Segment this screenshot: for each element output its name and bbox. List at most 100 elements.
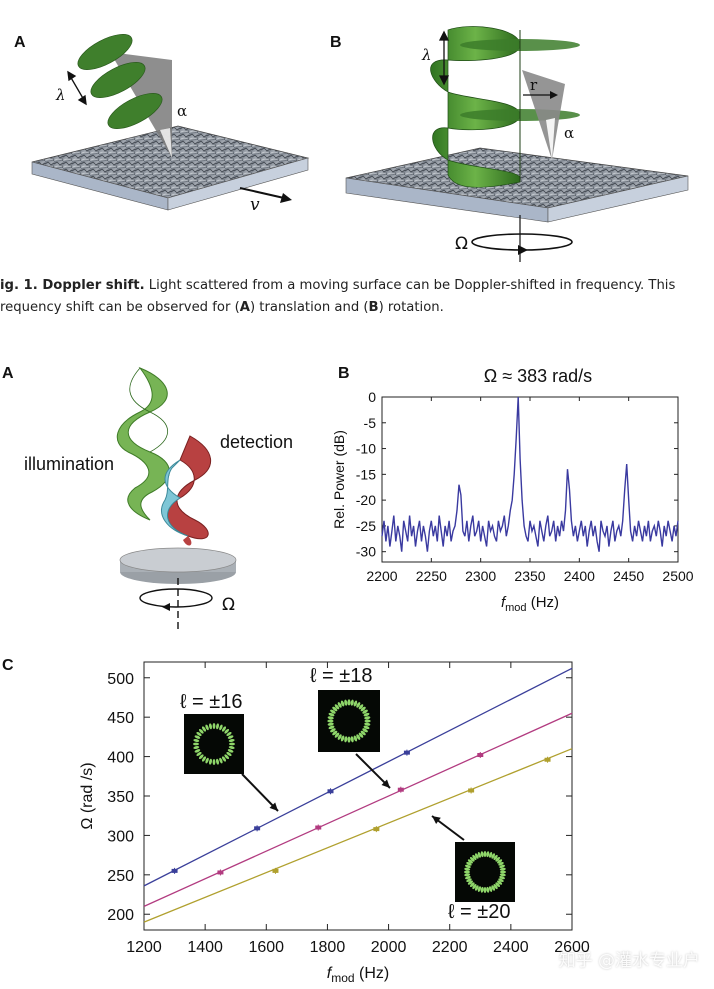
ring-lobe [491, 885, 496, 891]
ring-lobe [360, 730, 366, 736]
ring-lobe [362, 709, 368, 714]
x-tick-label: 1200 [126, 939, 162, 956]
pointer-arrowhead [381, 779, 390, 788]
caption-line2-end: ) rotation. [378, 300, 444, 315]
ring-lobe [480, 851, 484, 858]
ring-lobe [474, 885, 479, 891]
spectrum-line [381, 396, 679, 552]
x-tick-label: 2350 [514, 568, 545, 584]
y-tick-label: -20 [356, 492, 376, 508]
oam-inset-18 [318, 690, 380, 752]
ring-lobe [360, 706, 366, 712]
ring-lobe [340, 700, 345, 707]
y-axis-label: Rel. Power (dB) [331, 430, 347, 529]
x-axis-label: fmod (Hz) [501, 594, 559, 614]
ring-lobe [353, 735, 358, 742]
fig1-a-surface [31, 125, 310, 211]
data-point [315, 825, 322, 830]
ring-lobe [469, 856, 475, 862]
ring-lobe [196, 751, 202, 757]
ring-lobe [212, 723, 216, 729]
ring-lobe [219, 724, 223, 731]
ring-lobe [193, 746, 200, 749]
ring-lobe [229, 742, 235, 746]
fig1-b-cone [546, 118, 555, 160]
fig1-b-r: r [530, 76, 538, 94]
y-tick-label: 500 [107, 671, 134, 688]
ring-lobe [498, 861, 504, 866]
ring-lobe [495, 882, 501, 888]
ring-lobe [465, 864, 471, 869]
oam-inset-20 [455, 842, 515, 902]
fig1-a-wavefronts [77, 34, 163, 129]
y-tick-label: 250 [107, 868, 134, 885]
data-point [544, 757, 551, 762]
y-tick-label: -25 [356, 518, 376, 534]
ring-lobe [466, 878, 472, 883]
x-tick-label: 2400 [493, 939, 529, 956]
fig2-a-illumination-beam [116, 366, 170, 521]
ring-lobe [358, 704, 364, 710]
fig1-b-lambda: λ [422, 46, 432, 64]
ring-lobe [497, 859, 503, 864]
caption-line1: Light scattered from a moving surface ca… [144, 278, 676, 293]
ring-lobe [499, 873, 506, 877]
caption-ref-a: A [239, 300, 250, 315]
fit-line [143, 748, 573, 923]
ring-lobe [219, 757, 223, 764]
pointer-arrowhead [269, 802, 278, 811]
y-tick-label: 300 [107, 828, 134, 845]
fig1-panel-a-label: A [14, 34, 26, 51]
data-point [373, 827, 380, 832]
fit-line [143, 712, 573, 907]
ring-lobe [228, 746, 235, 749]
ring-lobe [483, 887, 487, 893]
ring-lobe [221, 726, 227, 732]
y-tick-label: 400 [107, 750, 134, 767]
caption-line2-pre: requency shift can be observed for ( [0, 300, 240, 315]
caption-line2-mid: ) translation and ( [249, 300, 369, 315]
data-point [397, 787, 404, 792]
watermark: 知乎 @灌水专业户 [558, 951, 700, 971]
ring-lobe [362, 728, 368, 733]
data-point [171, 868, 178, 873]
ring-lobe [363, 725, 370, 730]
ring-lobe [344, 736, 348, 743]
ring-lobe [495, 856, 501, 862]
data-point [272, 868, 279, 873]
ring-lobe [198, 754, 204, 760]
y-tick-label: -10 [356, 441, 376, 457]
x-tick-label: 1800 [310, 939, 346, 956]
fig2-panel-a-label: A [2, 365, 14, 382]
ring-lobe [347, 736, 351, 743]
ring-lobe [498, 878, 504, 883]
fig1-a-velocity-arrow [239, 187, 292, 203]
ring-lobe [363, 712, 370, 717]
ring-lobe [201, 756, 207, 762]
data-point [477, 753, 484, 758]
ring-lobe [491, 853, 496, 859]
ring-lobe [228, 739, 235, 742]
ring-lobe [194, 735, 201, 739]
x-tick-label: 2200 [432, 939, 468, 956]
ring-lobe [193, 742, 199, 746]
ring-lobe [499, 864, 505, 869]
fig2-a-rotation [139, 578, 213, 632]
fig1-b-rotation [471, 215, 573, 262]
x-tick-label: 1400 [187, 939, 223, 956]
data-point [254, 826, 261, 831]
ring-lobe [332, 706, 338, 712]
ring-lobe [472, 854, 477, 860]
ring-lobe [465, 875, 471, 880]
y-tick-label: 200 [107, 907, 134, 924]
ring-lobe [332, 730, 338, 736]
ring-lobe [201, 726, 207, 732]
data-point [327, 789, 334, 794]
ring-lobe [330, 709, 336, 714]
fig1-b-lambda-arrow [438, 30, 450, 86]
fit-line [143, 667, 573, 887]
ring-lobe [221, 756, 227, 762]
ring-lobe [193, 739, 200, 742]
ring-lobe [205, 724, 209, 731]
ring-lobe [327, 722, 334, 726]
